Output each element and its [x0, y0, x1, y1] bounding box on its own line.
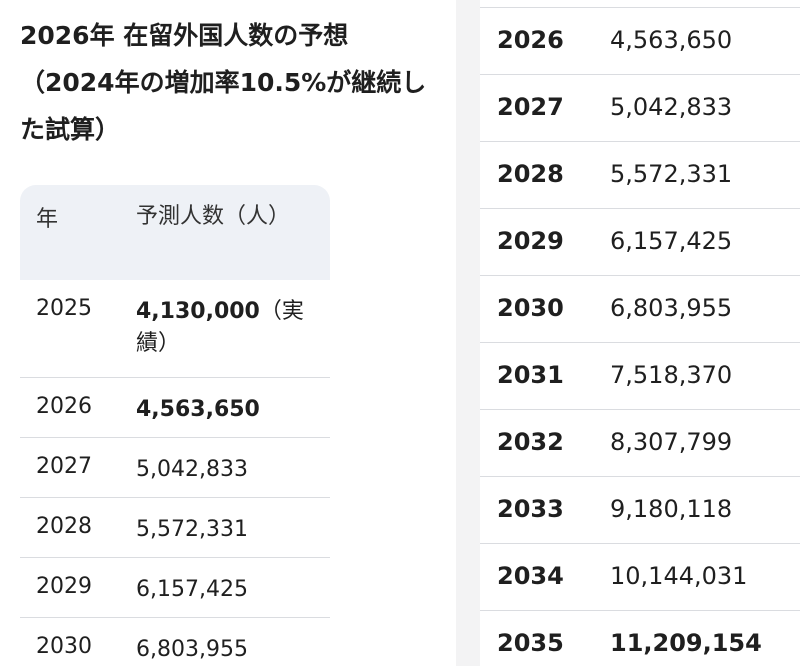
cell: 2025	[36, 296, 92, 321]
title: 2026年 在留外国人数の予想 （2024年の増加率10.5%が継続した試算）	[20, 12, 430, 153]
cell: 6,803,955	[136, 637, 248, 662]
cell: 2035	[497, 629, 564, 657]
cell: 4,563,650	[136, 397, 260, 422]
header-cell: 年	[36, 207, 59, 232]
cell: 5,042,833	[610, 93, 733, 121]
cell: 2034	[497, 562, 564, 590]
cell: 2030	[36, 634, 92, 659]
cell: 2033	[497, 495, 564, 523]
cell-value: 4,130,000	[136, 299, 260, 324]
cell: 2027	[497, 93, 564, 121]
cell: 7,518,370	[610, 361, 733, 389]
cell: 8,307,799	[610, 428, 733, 456]
right-panel: 2026 4,563,650 2027 5,042,833 2028 5,572,331 2…	[480, 0, 800, 666]
table-row: 2030 6,803,955	[20, 618, 330, 666]
table-row: 2030 6,803,955	[480, 275, 800, 342]
table-row: 2026 4,563,650	[20, 378, 330, 438]
cell: 4,130,000（実績）	[136, 296, 321, 360]
cell: 5,042,833	[136, 457, 248, 482]
cell: 2032	[497, 428, 564, 456]
title-line: 2026年 在留外国人数の予想	[20, 21, 349, 50]
cell: 2029	[497, 227, 564, 255]
cell: 6,803,955	[610, 294, 733, 322]
cell: 2026	[497, 26, 564, 54]
table: 年 予測人数（人） 2025 4,130,000（実績） 2026 4,563,6…	[20, 185, 330, 666]
table-row: 2033 9,180,118	[480, 476, 800, 543]
cell: 2029	[36, 574, 92, 599]
cell: 5,572,331	[136, 517, 248, 542]
table-row: 2031 7,518,370	[480, 342, 800, 409]
table-row: 2029 6,157,425	[480, 208, 800, 275]
header-cell: 予測人数（人）	[136, 204, 291, 229]
table-row: 2034 10,144,031	[480, 543, 800, 610]
cell: 6,157,425	[610, 227, 733, 255]
cell: 2028	[36, 514, 92, 539]
cell: 2028	[497, 160, 564, 188]
table-header: 年 予測人数（人）	[20, 185, 330, 280]
cell: 2026	[36, 394, 92, 419]
table-row: 2026 4,563,650	[480, 7, 800, 74]
cell: 11,209,154	[610, 629, 762, 657]
cell: 2030	[497, 294, 564, 322]
cell-note: （実績）	[136, 299, 304, 356]
left-panel: 2026年 在留外国人数の予想 （2024年の増加率10.5%が継続した試算） 年…	[0, 0, 456, 666]
table-row: 2028 5,572,331	[20, 498, 330, 558]
table-row: 2032 8,307,799	[480, 409, 800, 476]
cell: 4,563,650	[610, 26, 733, 54]
cell: 10,144,031	[610, 562, 748, 590]
table-row: 2029 6,157,425	[20, 558, 330, 618]
cell: 5,572,331	[610, 160, 733, 188]
cell: 2027	[36, 454, 92, 479]
table-row: 2025 4,130,000（実績）	[20, 280, 330, 378]
cell: 9,180,118	[610, 495, 733, 523]
title-line: （2024年の増加率10.5%が継続した試算）	[20, 68, 427, 144]
cell: 6,157,425	[136, 577, 248, 602]
cell: 2031	[497, 361, 564, 389]
table-row: 2035 11,209,154	[480, 610, 800, 666]
table-row: 2028 5,572,331	[480, 141, 800, 208]
table-row: 2027 5,042,833	[480, 74, 800, 141]
table-row: 2027 5,042,833	[20, 438, 330, 498]
